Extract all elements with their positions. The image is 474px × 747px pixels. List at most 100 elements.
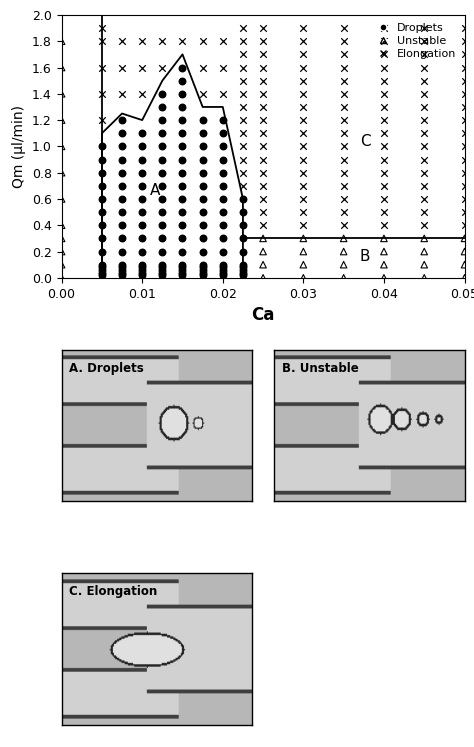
Point	[259, 206, 267, 218]
Text: A. Droplets: A. Droplets	[69, 362, 144, 375]
Point	[219, 127, 227, 139]
Point	[461, 61, 468, 73]
Point	[58, 272, 65, 284]
Point	[259, 272, 267, 284]
Point	[158, 272, 166, 284]
Point	[199, 220, 206, 232]
Point	[199, 258, 206, 270]
Point	[179, 180, 186, 192]
Point	[179, 75, 186, 87]
Point	[199, 246, 206, 258]
Point	[118, 258, 126, 270]
Point	[380, 206, 388, 218]
Point	[179, 232, 186, 244]
Point	[239, 206, 246, 218]
Point	[259, 22, 267, 34]
Point	[239, 154, 246, 166]
Point	[199, 114, 206, 126]
Point	[58, 114, 65, 126]
Point	[340, 49, 347, 61]
Point	[300, 180, 307, 192]
Point	[98, 261, 106, 273]
Point	[199, 61, 206, 73]
Point	[98, 272, 106, 284]
Text: A: A	[150, 183, 161, 198]
Point	[138, 61, 146, 73]
Point	[380, 22, 388, 34]
Point	[420, 22, 428, 34]
Point	[340, 61, 347, 73]
Point	[219, 206, 227, 218]
Point	[58, 61, 65, 73]
Text: C: C	[360, 134, 370, 149]
Point	[461, 114, 468, 126]
Point	[199, 272, 206, 284]
Point	[300, 272, 307, 284]
Point	[340, 140, 347, 152]
Point	[199, 154, 206, 166]
Point	[98, 140, 106, 152]
Point	[259, 88, 267, 100]
Point	[179, 258, 186, 270]
Point	[340, 272, 347, 284]
Point	[420, 127, 428, 139]
X-axis label: Ca: Ca	[251, 306, 275, 324]
Point	[158, 114, 166, 126]
Point	[158, 167, 166, 179]
Point	[158, 246, 166, 258]
Point	[138, 261, 146, 273]
Point	[461, 180, 468, 192]
Point	[138, 140, 146, 152]
Point	[199, 88, 206, 100]
Point	[420, 180, 428, 192]
Point	[380, 35, 388, 47]
Point	[259, 180, 267, 192]
Point	[259, 101, 267, 113]
Point	[300, 154, 307, 166]
Point	[239, 232, 246, 244]
Point	[158, 61, 166, 73]
Point	[118, 140, 126, 152]
Point	[179, 167, 186, 179]
Point	[98, 232, 106, 244]
Point	[420, 75, 428, 87]
Point	[380, 88, 388, 100]
Point	[239, 261, 246, 273]
Point	[300, 101, 307, 113]
Point	[58, 232, 65, 244]
Point	[138, 246, 146, 258]
Point	[179, 35, 186, 47]
Point	[259, 114, 267, 126]
Point	[179, 114, 186, 126]
Point	[98, 206, 106, 218]
Point	[420, 101, 428, 113]
Point	[118, 127, 126, 139]
Point	[179, 88, 186, 100]
Point	[158, 101, 166, 113]
Point	[340, 180, 347, 192]
Point	[300, 220, 307, 232]
Point	[138, 180, 146, 192]
Point	[340, 88, 347, 100]
Point	[58, 193, 65, 205]
Point	[420, 167, 428, 179]
Point	[340, 206, 347, 218]
Point	[158, 88, 166, 100]
Point	[219, 167, 227, 179]
Point	[158, 261, 166, 273]
Y-axis label: Qm (μl/min): Qm (μl/min)	[12, 105, 27, 188]
Point	[340, 154, 347, 166]
Point	[461, 167, 468, 179]
Point	[219, 61, 227, 73]
Point	[259, 193, 267, 205]
Point	[199, 180, 206, 192]
Point	[300, 246, 307, 258]
Point	[179, 220, 186, 232]
Point	[179, 269, 186, 281]
Point	[420, 154, 428, 166]
Point	[259, 154, 267, 166]
Point	[239, 101, 246, 113]
Point	[118, 180, 126, 192]
Point	[300, 22, 307, 34]
Point	[420, 232, 428, 244]
